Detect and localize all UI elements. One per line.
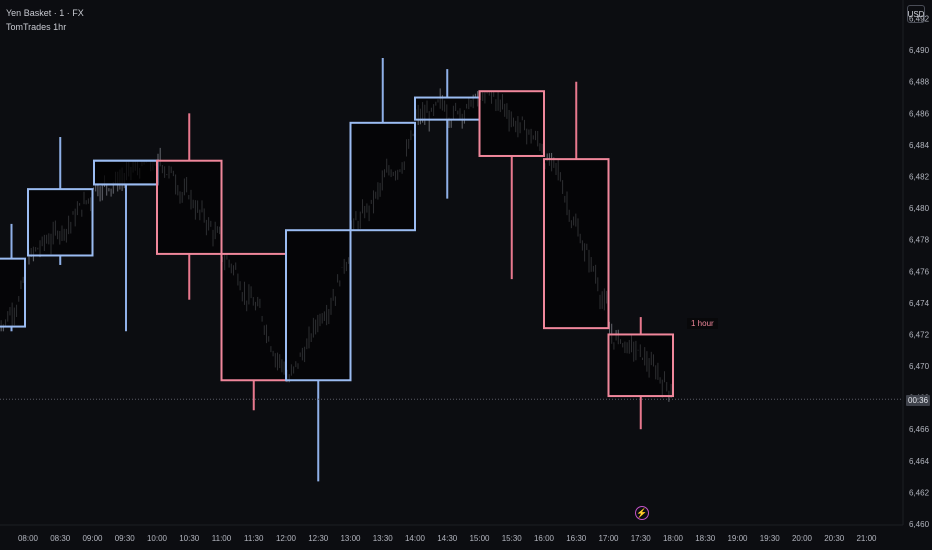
hourly-candle-7[interactable] bbox=[349, 121, 416, 232]
hourly-candle-10[interactable] bbox=[543, 158, 610, 330]
symbol-title[interactable]: Yen Basket · 1 · FX bbox=[6, 8, 84, 18]
lightning-bolt-icon[interactable]: ⚡ bbox=[635, 506, 649, 520]
hourly-candle-1[interactable] bbox=[27, 188, 94, 257]
x-tick-label-20: 18:00 bbox=[663, 534, 684, 543]
y-tick-label-13: 6,486 bbox=[909, 109, 930, 118]
y-tick-label-10: 6,480 bbox=[909, 204, 930, 213]
x-tick-label-18: 17:00 bbox=[598, 534, 619, 543]
y-tick-label-1: 6,462 bbox=[909, 488, 930, 497]
x-tick-label-0: 08:00 bbox=[18, 534, 39, 543]
x-tick-label-13: 14:30 bbox=[437, 534, 458, 543]
x-tick-label-1: 08:30 bbox=[50, 534, 71, 543]
y-tick-label-6: 6,472 bbox=[909, 330, 930, 339]
x-tick-label-25: 20:30 bbox=[824, 534, 845, 543]
x-tick-label-11: 13:30 bbox=[373, 534, 394, 543]
x-tick-label-5: 10:30 bbox=[179, 534, 200, 543]
x-tick-label-24: 20:00 bbox=[792, 534, 813, 543]
x-tick-label-14: 15:00 bbox=[469, 534, 490, 543]
hourly-candles-layer bbox=[0, 58, 674, 482]
x-tick-label-7: 11:30 bbox=[244, 534, 264, 543]
y-tick-label-2: 6,464 bbox=[909, 457, 930, 466]
y-tick-label-9: 6,478 bbox=[909, 236, 930, 245]
x-tick-label-16: 16:00 bbox=[534, 534, 555, 543]
y-tick-label-15: 6,490 bbox=[909, 46, 930, 55]
y-tick-label-8: 6,476 bbox=[909, 267, 930, 276]
x-tick-label-8: 12:00 bbox=[276, 534, 297, 543]
x-tick-label-22: 19:00 bbox=[727, 534, 748, 543]
hourly-candle-8[interactable] bbox=[414, 96, 481, 121]
x-tick-label-4: 10:00 bbox=[147, 534, 168, 543]
hourly-candle-5[interactable] bbox=[220, 252, 287, 382]
y-tick-label-12: 6,484 bbox=[909, 141, 930, 150]
hourly-candle-9[interactable] bbox=[478, 90, 545, 157]
hourly-candle-3[interactable] bbox=[93, 159, 159, 186]
x-tick-label-3: 09:30 bbox=[115, 534, 136, 543]
currency-button[interactable]: USD bbox=[907, 5, 925, 23]
x-tick-label-10: 13:00 bbox=[340, 534, 361, 543]
hourly-candle-4[interactable] bbox=[156, 159, 223, 255]
y-tick-label-3: 6,466 bbox=[909, 425, 930, 434]
current-price-tag: 00:36 bbox=[906, 395, 931, 406]
x-tick-label-15: 15:30 bbox=[502, 534, 523, 543]
y-tick-label-7: 6,474 bbox=[909, 299, 930, 308]
indicator-title[interactable]: TomTrades 1hr bbox=[6, 22, 67, 32]
x-tick-label-19: 17:30 bbox=[631, 534, 652, 543]
y-tick-label-11: 6,482 bbox=[909, 173, 930, 182]
timeframe-label: 1 hour bbox=[687, 318, 718, 329]
x-tick-label-12: 14:00 bbox=[405, 534, 426, 543]
hourly-candle-0[interactable] bbox=[0, 257, 26, 328]
x-tick-label-23: 19:30 bbox=[760, 534, 781, 543]
hourly-candle-6[interactable] bbox=[285, 229, 352, 382]
time-axis[interactable]: 08:00 08:30 09:00 09:30 10:00 10:30 11:00 11:30… bbox=[18, 534, 877, 543]
x-tick-label-21: 18:30 bbox=[695, 534, 716, 543]
x-tick-label-26: 21:00 bbox=[856, 534, 877, 543]
price-axis[interactable]: 6,4606,4626,4646,4666,4686,4706,4726,474… bbox=[909, 15, 930, 529]
y-tick-label-16: 6,492 bbox=[909, 15, 930, 24]
x-tick-label-9: 12:30 bbox=[308, 534, 329, 543]
x-tick-label-6: 11:00 bbox=[212, 534, 232, 543]
y-tick-label-5: 6,470 bbox=[909, 362, 930, 371]
chart-legend: Yen Basket · 1 · FX TomTrades 1hr bbox=[6, 6, 84, 34]
x-tick-label-2: 09:00 bbox=[82, 534, 103, 543]
y-tick-label-0: 6,460 bbox=[909, 520, 930, 529]
x-tick-label-17: 16:30 bbox=[566, 534, 587, 543]
hourly-candle-11[interactable] bbox=[607, 333, 674, 398]
y-tick-label-14: 6,488 bbox=[909, 78, 930, 87]
